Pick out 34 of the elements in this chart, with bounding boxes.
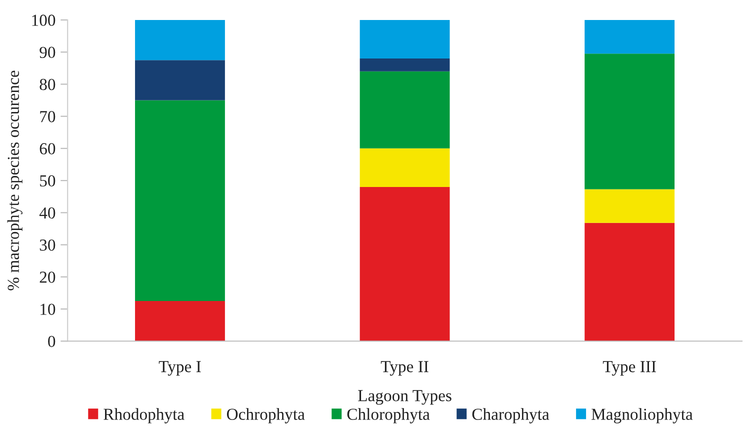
bar [360,20,450,59]
y-axis-title: % macrophyte species occurence [7,70,22,290]
bar [360,186,450,342]
bar [135,60,225,100]
y-tick-label: 0 [48,336,56,348]
legend-label: Ochrophyta [226,408,305,424]
y-tick-label: 60 [40,143,56,154]
bar [135,300,225,342]
x-axis-title: Lagoon Types [358,390,452,405]
x-tick-label: Type I [158,361,201,376]
legend-label: Charophyta [472,408,550,424]
y-tick-label: 70 [40,111,56,122]
bar [584,222,675,342]
bar [584,189,675,223]
legend-label: Chlorophyta [347,408,430,424]
x-tick-label: Type III [602,361,656,376]
y-tick-label: 30 [40,239,56,251]
bar [584,20,675,54]
bar [360,148,450,187]
y-tick-label: 90 [40,46,56,58]
legend-label: Rhodophyta [104,408,184,424]
y-tick-label: 100 [32,14,56,26]
y-tick-label: 80 [40,78,56,90]
bar [135,100,225,301]
bar [360,71,450,148]
y-tick-label: 50 [40,175,56,186]
y-tick-label: 20 [40,272,56,283]
bar [584,54,675,190]
bar [360,58,450,72]
legend-label: Magnoliophyta [592,408,693,424]
x-tick-label: Type II [380,361,428,376]
y-tick-label: 10 [40,304,56,315]
y-tick-label: 40 [39,207,56,219]
bar [135,20,225,60]
